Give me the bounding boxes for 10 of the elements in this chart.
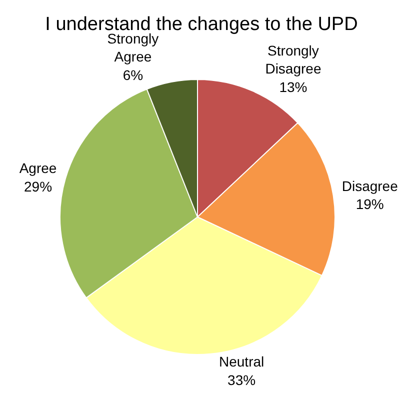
data-label: 19% xyxy=(356,196,384,212)
slice-label: Strongly Agree xyxy=(107,30,159,65)
slice-label: Agree xyxy=(19,160,57,176)
data-label: 13% xyxy=(279,78,308,95)
data-label: 29% xyxy=(24,178,52,194)
slice-label: Disagree xyxy=(342,178,398,194)
data-label: 6% xyxy=(122,66,144,83)
slice-label: Neutral xyxy=(218,354,264,370)
data-label: 33% xyxy=(228,372,256,388)
slice-label: Strongly Disagree xyxy=(265,42,322,77)
